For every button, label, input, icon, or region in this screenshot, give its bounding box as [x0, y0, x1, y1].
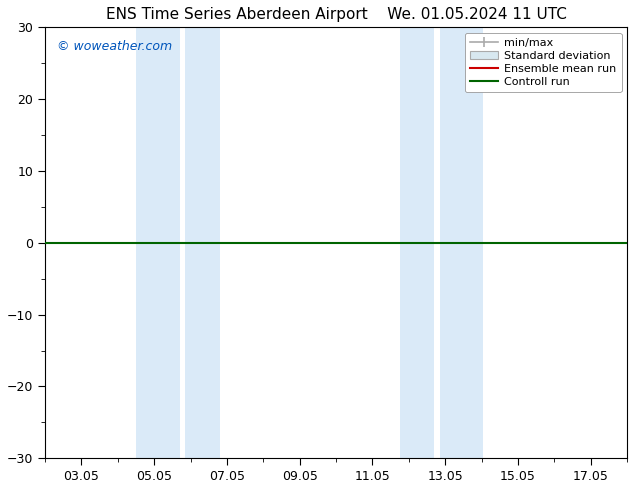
Bar [440, 27, 483, 458]
Title: ENS Time Series Aberdeen Airport    We. 01.05.2024 11 UTC: ENS Time Series Aberdeen Airport We. 01.… [106, 7, 567, 22]
Bar [136, 27, 179, 458]
Text: © woweather.com: © woweather.com [57, 40, 172, 53]
Bar [400, 27, 434, 458]
Legend: min/max, Standard deviation, Ensemble mean run, Controll run: min/max, Standard deviation, Ensemble me… [465, 33, 621, 92]
Bar [185, 27, 220, 458]
